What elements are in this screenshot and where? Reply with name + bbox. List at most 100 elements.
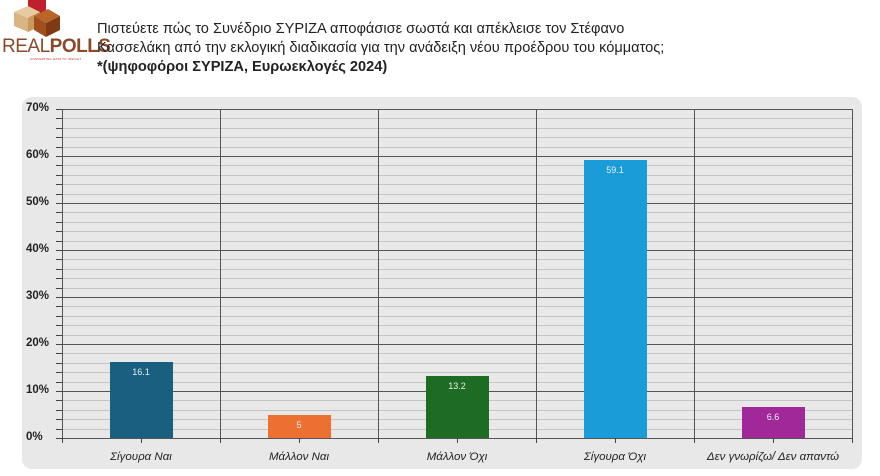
bar-value-label: 13.2 [448, 380, 466, 391]
chart-title: Πιστεύετε πώς το Συνέδριο ΣΥΡΙΖΑ αποφάσι… [97, 20, 664, 77]
x-tick-label: Μάλλον Όχι [426, 451, 488, 463]
y-tick [56, 268, 62, 270]
y-tick [56, 391, 62, 392]
logo-cubes-icon [14, 0, 60, 37]
x-divider-tick [852, 438, 853, 443]
y-tick [56, 353, 62, 355]
y-tick [56, 250, 62, 251]
minor-gridline [62, 212, 852, 214]
y-tick [56, 165, 62, 167]
y-tick [56, 287, 62, 289]
y-tick [56, 428, 62, 430]
bar-value-label: 5 [296, 419, 302, 430]
x-tick-label: Σίγουρα Ναι [110, 451, 172, 463]
y-tick-label: 0% [26, 431, 43, 443]
y-tick [56, 212, 62, 214]
minor-gridline [62, 127, 852, 129]
minor-gridline [62, 287, 852, 289]
minor-gridline [62, 184, 852, 186]
y-tick [56, 344, 62, 345]
y-tick [56, 221, 62, 223]
y-tick-label: 10% [26, 384, 50, 396]
minor-gridline [62, 221, 852, 223]
y-tick [56, 118, 62, 120]
y-tick-label: 70% [26, 102, 50, 114]
y-tick [56, 278, 62, 280]
y-tick [56, 240, 62, 242]
y-tick [56, 372, 62, 374]
bar: 6.6 [741, 406, 805, 438]
bar: 13.2 [425, 375, 489, 438]
y-tick [56, 381, 62, 383]
category-divider [694, 109, 695, 438]
major-gridline [62, 203, 852, 204]
y-tick [56, 146, 62, 148]
x-tick [141, 438, 142, 443]
y-tick [56, 259, 62, 261]
x-tick [299, 438, 300, 443]
minor-gridline [62, 353, 852, 355]
x-divider-tick [62, 438, 63, 443]
minor-gridline [62, 306, 852, 308]
y-tick [56, 400, 62, 402]
major-gridline [62, 344, 852, 345]
minor-gridline [62, 146, 852, 148]
x-tick-label: Δεν γνωρίζω/ Δεν απαντώ [706, 451, 840, 463]
y-tick-label: 40% [26, 243, 50, 255]
minor-gridline [62, 240, 852, 242]
y-tick [56, 137, 62, 139]
y-tick [56, 156, 62, 157]
x-tick [773, 438, 774, 443]
minor-gridline [62, 334, 852, 336]
plot-area: 16.1 5 13.2 59.1 6.6 [62, 109, 853, 439]
minor-gridline [62, 268, 852, 270]
x-tick-label: Σίγουρα Όχι [583, 451, 647, 463]
y-tick-label: 50% [26, 196, 50, 208]
question-line-2: Κασσελάκη από την εκλογική διαδικασία γι… [97, 40, 665, 56]
y-tick [56, 306, 62, 308]
y-tick [56, 109, 62, 110]
minor-gridline [62, 137, 852, 139]
minor-gridline [62, 315, 852, 317]
y-tick [56, 409, 62, 411]
minor-gridline [62, 362, 852, 364]
bar-value-label: 16.1 [132, 367, 150, 378]
major-gridline [62, 297, 852, 298]
x-divider-tick [220, 438, 221, 443]
x-divider-tick [378, 438, 379, 443]
logo-tagline: CONVERTING DATA TO INSIGHT [30, 57, 82, 61]
minor-gridline [62, 193, 852, 195]
logo-text-thin: REAL [2, 36, 50, 57]
minor-gridline [62, 231, 852, 233]
y-tick [56, 203, 62, 204]
y-tick [56, 174, 62, 176]
x-tick-label: Μάλλον Ναι [268, 451, 330, 463]
chart-subtitle: *(ψηφοφόροι ΣΥΡΙΖΑ, Ευρωεκλογές 2024) [97, 59, 388, 75]
category-divider [852, 109, 853, 438]
y-tick-label: 30% [26, 290, 50, 302]
major-gridline [62, 109, 852, 110]
minor-gridline [62, 118, 852, 120]
minor-gridline [62, 278, 852, 280]
category-divider [378, 109, 379, 438]
bar-value-label: 59.1 [606, 165, 624, 176]
major-gridline [62, 250, 852, 251]
question-line-1: Πιστεύετε πώς το Συνέδριο ΣΥΡΙΖΑ αποφάσι… [97, 21, 625, 37]
bar-value-label: 6.6 [766, 411, 780, 422]
y-tick [56, 325, 62, 327]
y-tick [56, 193, 62, 195]
y-tick [56, 315, 62, 317]
y-tick [56, 334, 62, 336]
x-tick [457, 438, 458, 443]
bar: 5 [267, 414, 331, 438]
category-divider [536, 109, 537, 438]
y-tick [56, 297, 62, 298]
x-divider-tick [536, 438, 537, 443]
y-tick [56, 231, 62, 233]
minor-gridline [62, 372, 852, 374]
minor-gridline [62, 174, 852, 176]
minor-gridline [62, 325, 852, 327]
realpolls-logo: REALPOLLS CONVERTING DATA TO INSIGHT [0, 0, 111, 70]
y-tick-label: 60% [26, 149, 50, 161]
bar: 16.1 [109, 362, 173, 438]
